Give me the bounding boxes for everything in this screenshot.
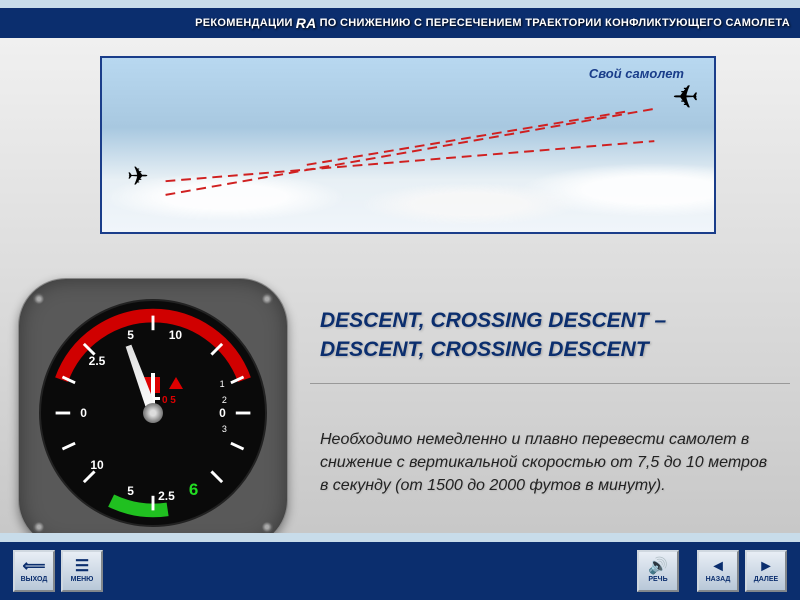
next-icon: ►: [758, 559, 774, 575]
own-aircraft-label: Свой самолет: [589, 66, 684, 81]
main-content: Свой самолет ✈ ✈: [0, 38, 800, 533]
red-center-label: 0 5: [162, 395, 176, 406]
back-button[interactable]: ◄ НАЗАД: [697, 550, 739, 592]
gauge-bezel: 0 2.5 5 10 10 5 2.5 0 1 2 3 0 5 6: [18, 278, 288, 548]
top-accent-line: [0, 0, 800, 8]
header-bar: РЕКОМЕНДАЦИИ RA ПО СНИЖЕНИЮ С ПЕРЕСЕЧЕНИ…: [0, 8, 800, 38]
title-line2: DESCENT, CROSSING DESCENT: [320, 335, 770, 364]
gauge-hub: [143, 403, 163, 423]
exit-icon: ⟸: [23, 559, 46, 575]
subtick-2: 2: [222, 395, 227, 405]
exit-button[interactable]: ⟸ ВЫХОД: [13, 550, 55, 592]
next-label: ДАЛЕЕ: [754, 576, 778, 583]
back-icon: ◄: [710, 559, 726, 575]
exit-label: ВЫХОД: [21, 576, 48, 583]
back-label: НАЗАД: [706, 576, 731, 583]
header-prefix: РЕКОМЕНДАЦИИ: [195, 17, 293, 29]
tick-0-right: 0: [219, 406, 226, 420]
footer-bar: ⟸ ВЫХОД ☰ МЕНЮ 🔊 РЕЧЬ ◄ НАЗАД ► ДАЛЕЕ: [0, 542, 800, 600]
subtick-3: 3: [222, 424, 227, 434]
gauge-face: 0 2.5 5 10 10 5 2.5 0 1 2 3 0 5 6: [39, 299, 267, 527]
menu-button[interactable]: ☰ МЕНЮ: [61, 550, 103, 592]
footer-accent-line: [0, 533, 800, 542]
header-ra: RA: [296, 15, 317, 31]
vsi-gauge: 0 2.5 5 10 10 5 2.5 0 1 2 3 0 5 6: [18, 278, 288, 548]
trajectory-diagram: Свой самолет ✈ ✈: [100, 56, 716, 234]
own-aircraft-icon: ✈: [672, 78, 699, 116]
tick-2.5-ul: 2.5: [89, 354, 106, 368]
advisory-title: DESCENT, CROSSING DESCENT – DESCENT, CRO…: [320, 306, 770, 365]
menu-label: МЕНЮ: [71, 576, 94, 583]
other-aircraft-icon: ✈: [127, 161, 149, 192]
speaker-icon: 🔊: [648, 559, 668, 575]
title-line1: DESCENT, CROSSING DESCENT –: [320, 306, 770, 335]
divider-line: [310, 383, 790, 384]
advisory-body: Необходимо немедленно и плавно перевести…: [320, 428, 770, 498]
green-digit: 6: [189, 480, 198, 500]
tick-10-d: 2.5: [158, 489, 175, 503]
subtick-1: 1: [220, 379, 225, 389]
red-arrow-icon: [169, 377, 183, 389]
tick-2.5-dl: 10: [90, 458, 103, 472]
tick-10-u: 10: [169, 328, 182, 342]
next-button[interactable]: ► ДАЛЕЕ: [745, 550, 787, 592]
menu-icon: ☰: [75, 559, 89, 575]
tick-0-left: 0: [80, 406, 87, 420]
tick-5-u: 5: [127, 328, 134, 342]
trajectory-lines: [102, 58, 714, 232]
speech-button[interactable]: 🔊 РЕЧЬ: [637, 550, 679, 592]
header-suffix: ПО СНИЖЕНИЮ С ПЕРЕСЕЧЕНИЕМ ТРАЕКТОРИИ КО…: [320, 17, 790, 29]
speech-label: РЕЧЬ: [648, 576, 667, 583]
tick-5-d: 5: [127, 484, 134, 498]
